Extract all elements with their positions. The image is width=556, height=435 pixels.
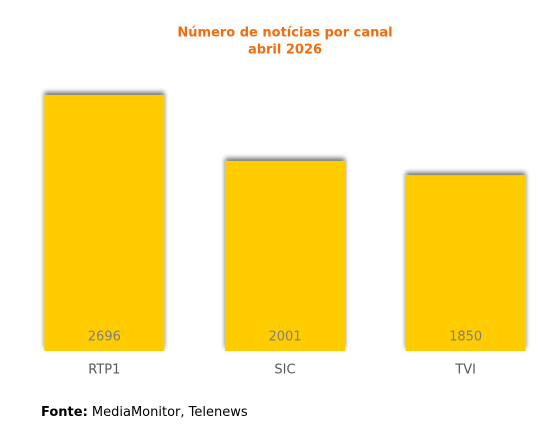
bar	[405, 175, 526, 351]
x-tick-label: TVI	[454, 363, 476, 378]
value-label: 2696	[88, 330, 121, 345]
value-label: 2001	[268, 330, 301, 345]
bar	[44, 95, 165, 351]
x-tick-label: SIC	[274, 363, 295, 378]
source: Fonte: MediaMonitor, Telenews	[41, 405, 248, 420]
source-text: MediaMonitor, Telenews	[92, 405, 248, 420]
value-label: 1850	[449, 330, 482, 345]
chart-title: Número de notícias por canal	[177, 26, 392, 41]
chart-subtitle: abril 2026	[248, 43, 322, 58]
source-label: Fonte:	[41, 405, 88, 420]
x-tick-label: RTP1	[88, 363, 120, 378]
bar	[225, 160, 345, 351]
